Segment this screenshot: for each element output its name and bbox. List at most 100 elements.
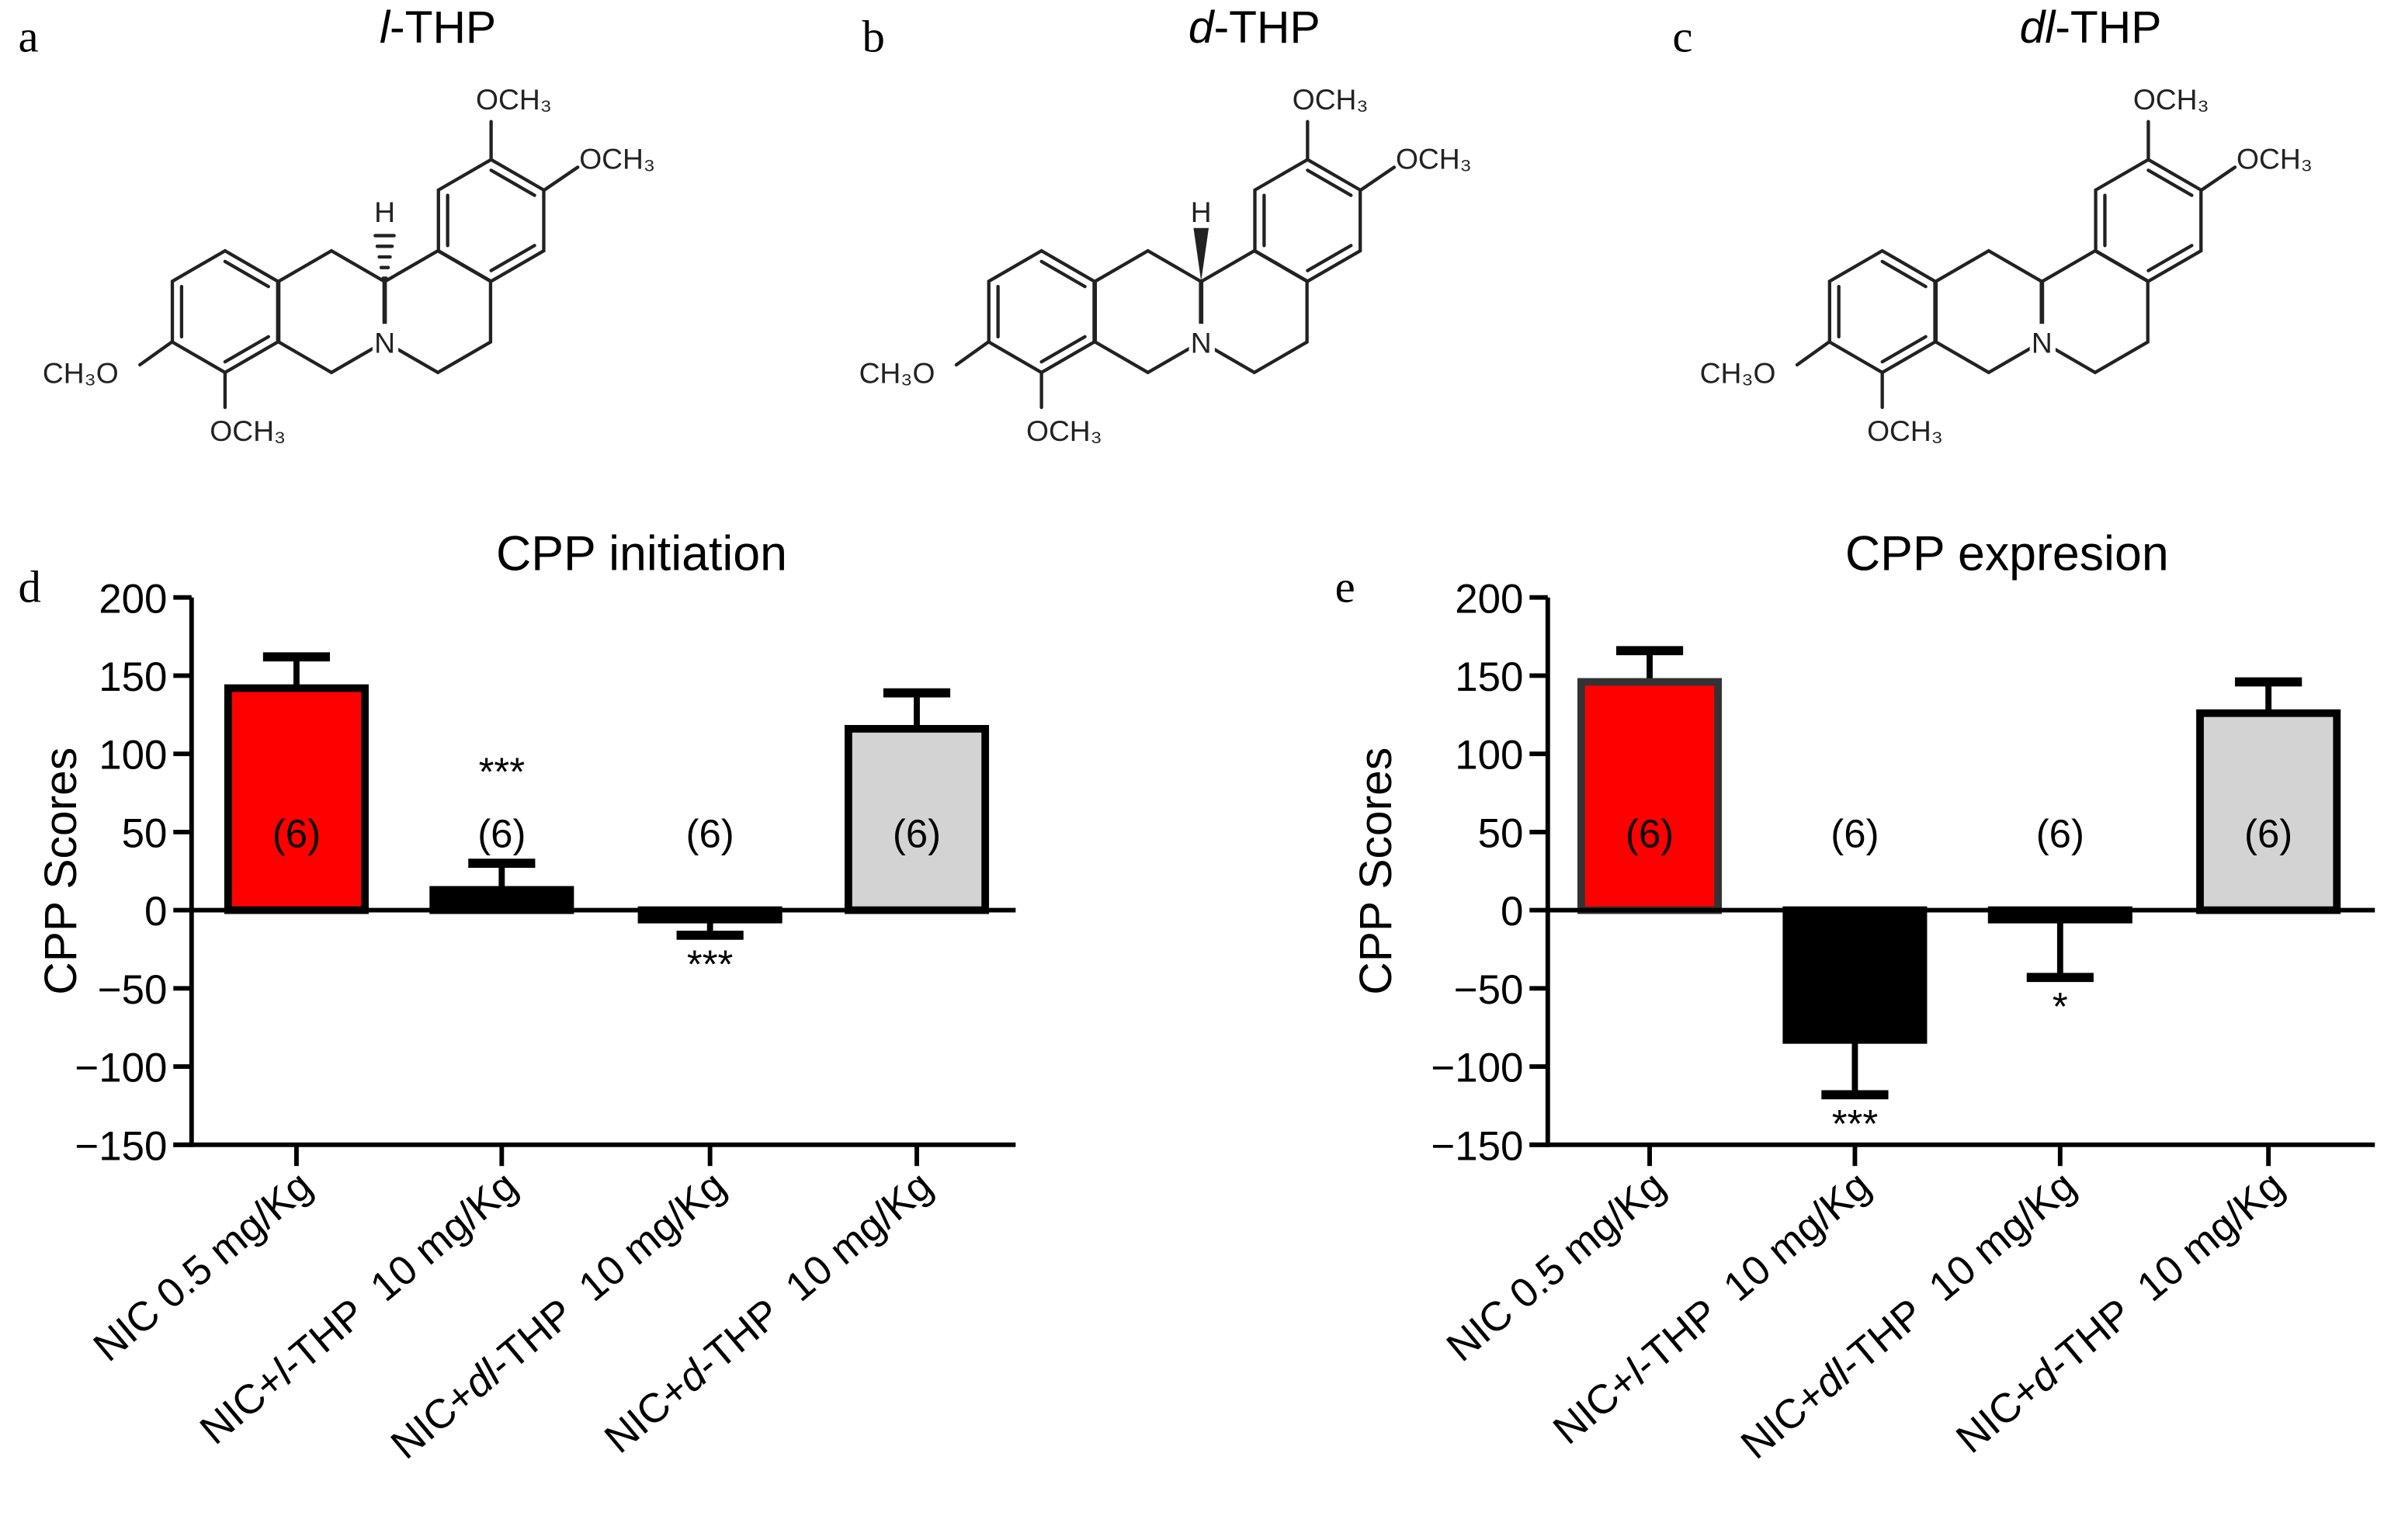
double-bond: [1039, 259, 1087, 289]
structure-title: dl-THP: [2020, 2, 2162, 53]
significance-marker: ***: [479, 749, 526, 793]
y-tick-label: 150: [99, 654, 167, 700]
double-bond: [223, 335, 270, 364]
ring-bond: [436, 158, 546, 283]
ring-bond: [2094, 158, 2203, 283]
ch3o-label: CH₃O: [1700, 357, 1776, 390]
ring-bond: [2040, 248, 2150, 375]
double-bond: [1039, 335, 1087, 364]
chart-title: CPP expresion: [1845, 526, 2169, 581]
n-label: (6): [477, 811, 526, 855]
nitrogen-label: N: [2032, 326, 2053, 359]
och3-label: OCH₃: [476, 83, 552, 116]
x-tick-label: NIC+dl-THP 10 mg/Kg: [383, 1163, 734, 1469]
ring-bond: [170, 248, 279, 375]
y-tick-label: 50: [122, 810, 168, 856]
double-bond: [1880, 335, 1928, 364]
structure-title: l-THP: [380, 2, 496, 53]
bond: [2199, 165, 2237, 192]
bar-charts: d CPP initiation CPP Scores 200 150 100 50 0 −50…: [19, 526, 2375, 1468]
n-label: (6): [893, 811, 941, 855]
n-label: (6): [1831, 811, 1879, 855]
chart-d: d CPP initiation CPP Scores 200 150 100 50 0 −50…: [19, 526, 1016, 1468]
y-tick-label: −100: [75, 1046, 167, 1091]
title-italic: dl: [2020, 2, 2057, 53]
n-bg: [372, 324, 399, 358]
och3-label: OCH₃: [1293, 83, 1369, 116]
double-bond: [1306, 168, 1353, 197]
och3-label: OCH₃: [1396, 142, 1472, 175]
x-tick-label: NIC+d-THP 10 mg/Kg: [596, 1163, 941, 1462]
panel-label-a: a: [19, 12, 39, 62]
significance-marker: *: [2053, 984, 2068, 1028]
och3-label: OCH₃: [1026, 414, 1102, 447]
y-tick-label: −150: [75, 1123, 167, 1169]
y-tick-label: 0: [1501, 889, 1523, 935]
double-bond: [2146, 244, 2194, 272]
significance-marker: ***: [1832, 1101, 1879, 1146]
stereo-wedge: [1193, 227, 1209, 282]
structure-b: b d-THP N OCH₃ OCH₃ CH₃O OCH₃ H: [859, 2, 1472, 447]
y-tick-label: 100: [1455, 733, 1523, 779]
hydrogen-label: H: [1191, 196, 1212, 228]
panel-label-e: e: [1335, 562, 1355, 612]
y-tick-label: 0: [144, 889, 167, 935]
double-bond: [2146, 168, 2194, 197]
y-tick-label: 50: [1478, 810, 1524, 856]
ring-bond: [1827, 248, 1937, 375]
n-bg: [2029, 324, 2056, 358]
structure-a: a l-THP N OCH₃ OCH₃ CH₃O OCH₃ H: [19, 2, 656, 447]
och3-label: OCH₃: [2237, 142, 2313, 175]
y-tick-label: 200: [99, 576, 167, 622]
n-label: (6): [686, 811, 734, 855]
bar: [224, 684, 369, 914]
n-label: (6): [2244, 811, 2292, 855]
n-label: (6): [1626, 811, 1674, 855]
och3-label: OCH₃: [579, 142, 655, 175]
title-italic: d: [1189, 2, 1216, 53]
structure-title: d-THP: [1189, 2, 1320, 53]
panel-label-c: c: [1672, 12, 1692, 62]
title-suffix: -THP: [2055, 2, 2161, 53]
och3-label: OCH₃: [1867, 414, 1943, 447]
ring-bond: [383, 248, 493, 375]
bond: [543, 165, 580, 192]
panel-label-d: d: [19, 562, 41, 612]
title-suffix: -THP: [390, 2, 496, 53]
n-label: (6): [272, 811, 321, 855]
nitrogen-label: N: [374, 326, 395, 359]
y-tick-label: −100: [1431, 1046, 1523, 1091]
hydrogen-label: H: [374, 196, 395, 228]
y-tick-label: −50: [98, 967, 168, 1013]
y-tick-label: 100: [99, 733, 167, 779]
chart-title: CPP initiation: [496, 526, 787, 581]
ring-bond: [1199, 248, 1309, 375]
panel-label-b: b: [862, 12, 884, 62]
bar: [1782, 906, 1928, 1044]
double-bond: [223, 259, 270, 289]
ring-bond: [987, 248, 1096, 375]
significance-marker: ***: [687, 942, 734, 987]
double-bond: [1306, 244, 1353, 272]
ch3o-label: CH₃O: [43, 357, 119, 390]
title-suffix: -THP: [1214, 2, 1320, 53]
ring-bond: [1093, 248, 1202, 375]
y-axis-label: CPP Scores: [36, 747, 86, 995]
bar: [429, 886, 574, 914]
ring-bond: [1253, 158, 1362, 283]
och3-label: OCH₃: [2133, 83, 2209, 116]
double-bond: [1880, 259, 1928, 289]
y-tick-label: 150: [1455, 654, 1523, 700]
y-tick-label: −150: [1431, 1123, 1523, 1169]
bar: [2196, 709, 2341, 914]
bond: [1795, 340, 1831, 367]
n-bg: [1189, 324, 1215, 358]
y-tick-label: 200: [1455, 576, 1523, 622]
n-label: (6): [2036, 811, 2084, 855]
x-tick-label: NIC+dl-THP 10 mg/Kg: [1733, 1163, 2084, 1469]
ring-bond: [276, 248, 386, 375]
ring-bond: [1934, 248, 2043, 375]
x-tick-label: NIC+d-THP 10 mg/Kg: [1948, 1163, 2292, 1462]
